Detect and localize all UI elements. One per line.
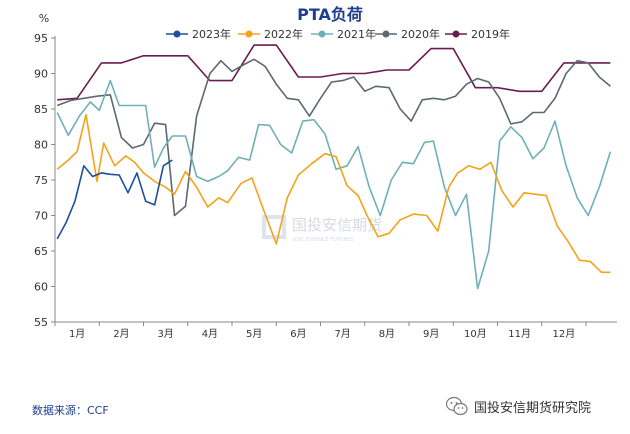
y-tick-label: 85 xyxy=(34,103,48,116)
x-tick-label: 8月 xyxy=(379,328,395,340)
series-line-2022年 xyxy=(56,113,611,274)
wechat-icon xyxy=(446,396,468,416)
watermark-subtext: SDIC ESSENCE FUTURES xyxy=(292,237,353,243)
legend-marker-2019年 xyxy=(452,30,460,38)
y-tick-label: 55 xyxy=(34,316,48,329)
y-tick-label: 70 xyxy=(34,210,48,223)
axes: 55 60 65 70 75 80 85 90 95 1月 2月 3月 4月 5月 6月 7月 8月 9月 10月 1… xyxy=(34,32,617,340)
x-tick-label: 1月 xyxy=(69,328,85,340)
series-line-2020年 xyxy=(56,58,611,217)
y-tick-label: 95 xyxy=(34,32,48,45)
legend-label-2023年: 2023年 xyxy=(192,27,231,41)
y-tick-label: 75 xyxy=(34,174,48,187)
y-axis-unit: % xyxy=(39,12,49,25)
watermark-text: 国投安信期货 xyxy=(292,216,382,234)
brand-name: 国投安信期货研究院 xyxy=(474,400,592,416)
legend-marker-2020年 xyxy=(382,30,390,38)
series-line-2019年 xyxy=(57,44,611,101)
y-tick-label: 60 xyxy=(34,281,48,294)
y-tick-label: 90 xyxy=(34,68,48,81)
x-tick-label: 4月 xyxy=(202,328,218,340)
series-line-2021年 xyxy=(56,79,612,290)
series-layer xyxy=(56,44,612,290)
brand: 国投安信期货研究院 xyxy=(446,396,591,416)
legend-marker-2021年 xyxy=(318,30,326,38)
legend-label-2020年: 2020年 xyxy=(401,27,440,41)
legend: 2023年 2022年 2021年 2020年 2019年 xyxy=(166,27,510,41)
x-tick-label: 7月 xyxy=(334,328,350,340)
x-tick-label: 3月 xyxy=(157,328,173,340)
legend-label-2019年: 2019年 xyxy=(471,27,510,41)
x-tick-label: 5月 xyxy=(246,328,262,340)
legend-marker-2022年 xyxy=(245,30,253,38)
x-tick-label: 6月 xyxy=(290,328,306,340)
legend-marker-2023年 xyxy=(173,30,181,38)
series-line-2023年 xyxy=(56,159,173,240)
x-tick-label: 12月 xyxy=(553,328,576,340)
y-tick-label: 65 xyxy=(34,245,48,258)
legend-label-2022年: 2022年 xyxy=(264,27,303,41)
x-tick-label: 2月 xyxy=(113,328,129,340)
x-tick-label: 10月 xyxy=(464,328,487,340)
x-tick-label: 11月 xyxy=(508,328,531,340)
y-tick-label: 80 xyxy=(34,139,48,152)
data-source: 数据来源：CCF xyxy=(32,404,109,417)
x-tick-label: 9月 xyxy=(423,328,439,340)
legend-label-2021年: 2021年 xyxy=(337,27,376,41)
chart-title: PTA负荷 xyxy=(297,5,363,24)
